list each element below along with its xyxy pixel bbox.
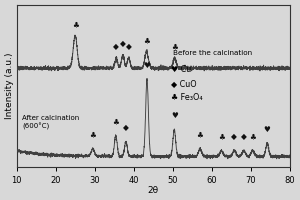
Text: ♣: ♣ [143,36,150,45]
Text: ♣: ♣ [196,131,203,140]
Text: ♥: ♥ [171,111,178,120]
Text: ♣: ♣ [218,132,225,141]
Text: ♣: ♣ [171,42,178,51]
Text: ♣: ♣ [112,117,119,126]
Text: ◆ CuO: ◆ CuO [171,79,196,88]
Text: ◆: ◆ [232,132,237,141]
Text: ◆: ◆ [113,42,119,51]
Text: ◆: ◆ [120,39,126,48]
Text: ◆: ◆ [126,42,132,51]
Text: Before the calcination: Before the calcination [173,50,252,56]
Text: ◆: ◆ [241,132,247,141]
Text: ♥ Cu: ♥ Cu [171,65,191,74]
Text: ♣: ♣ [72,20,79,29]
Y-axis label: Intensity (a.u.): Intensity (a.u.) [5,53,14,119]
Text: After calcination
(600°C): After calcination (600°C) [22,115,80,130]
Text: ♣: ♣ [249,132,256,141]
Text: ◆: ◆ [123,123,129,132]
Text: ♥: ♥ [144,61,150,70]
Text: ♣: ♣ [89,131,96,140]
X-axis label: 2θ: 2θ [148,186,159,195]
Text: ♥: ♥ [264,125,271,134]
Text: ♣ Fe₃O₄: ♣ Fe₃O₄ [171,93,202,102]
